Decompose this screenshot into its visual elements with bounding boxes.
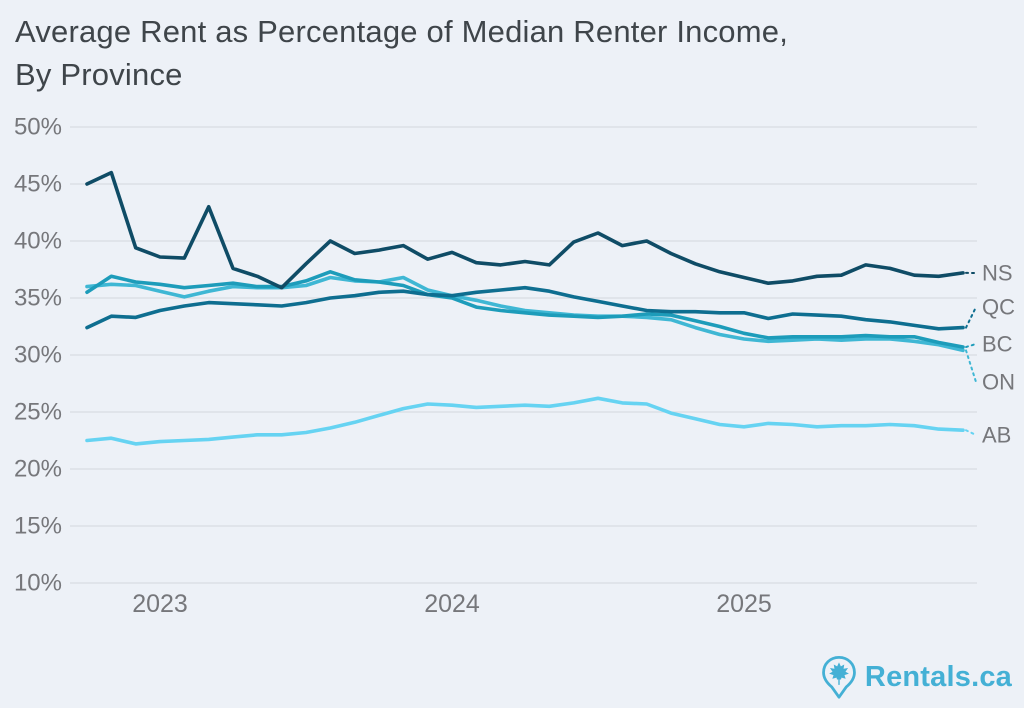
leader-line-bc [965, 343, 977, 349]
series-line-on [85, 275, 965, 353]
series-line-bc [85, 269, 965, 349]
y-axis-tick-label: 25% [14, 399, 62, 426]
leader-line-ab [965, 429, 977, 436]
x-axis-year-label: 2023 [132, 590, 188, 618]
chart-title-line1: Average Rent as Percentage of Median Ren… [15, 14, 789, 49]
series-line-ns [85, 170, 965, 290]
x-axis-year-label: 2024 [424, 590, 480, 618]
rentals-logo: Rentals.ca [822, 655, 1012, 700]
y-axis-tick-label: 15% [14, 513, 62, 540]
series-label-ns: NS [982, 261, 1013, 286]
y-axis-tick-label: 40% [14, 228, 62, 255]
y-axis-tick-label: 10% [14, 570, 62, 597]
y-axis-tick-label: 30% [14, 342, 62, 369]
series-label-ab: AB [982, 423, 1011, 448]
series-line-qc [85, 285, 965, 331]
series-line-ab [85, 396, 965, 446]
series-label-on: ON [982, 370, 1015, 395]
chart-title-line2: By Province [15, 57, 183, 92]
y-axis-tick-label: 50% [14, 114, 62, 141]
y-axis-tick-label: 20% [14, 456, 62, 483]
y-axis-tick-label: 35% [14, 285, 62, 312]
x-axis-year-label: 2025 [716, 590, 772, 618]
series-label-qc: QC [982, 295, 1015, 320]
chart-title: Average Rent as Percentage of Median Ren… [15, 10, 1005, 96]
series-label-bc: BC [982, 332, 1013, 357]
y-axis-tick-label: 45% [14, 171, 62, 198]
line-chart: 50% 45% 40% 35% 30% 25% 20% 15% 10% 2023 2024 2025 N… [14, 114, 1015, 619]
leader-line-qc [965, 306, 977, 329]
leader-line-on [965, 349, 977, 383]
logo-text: Rentals.ca [864, 661, 1012, 693]
map-pin-maple-leaf-icon [822, 656, 856, 699]
